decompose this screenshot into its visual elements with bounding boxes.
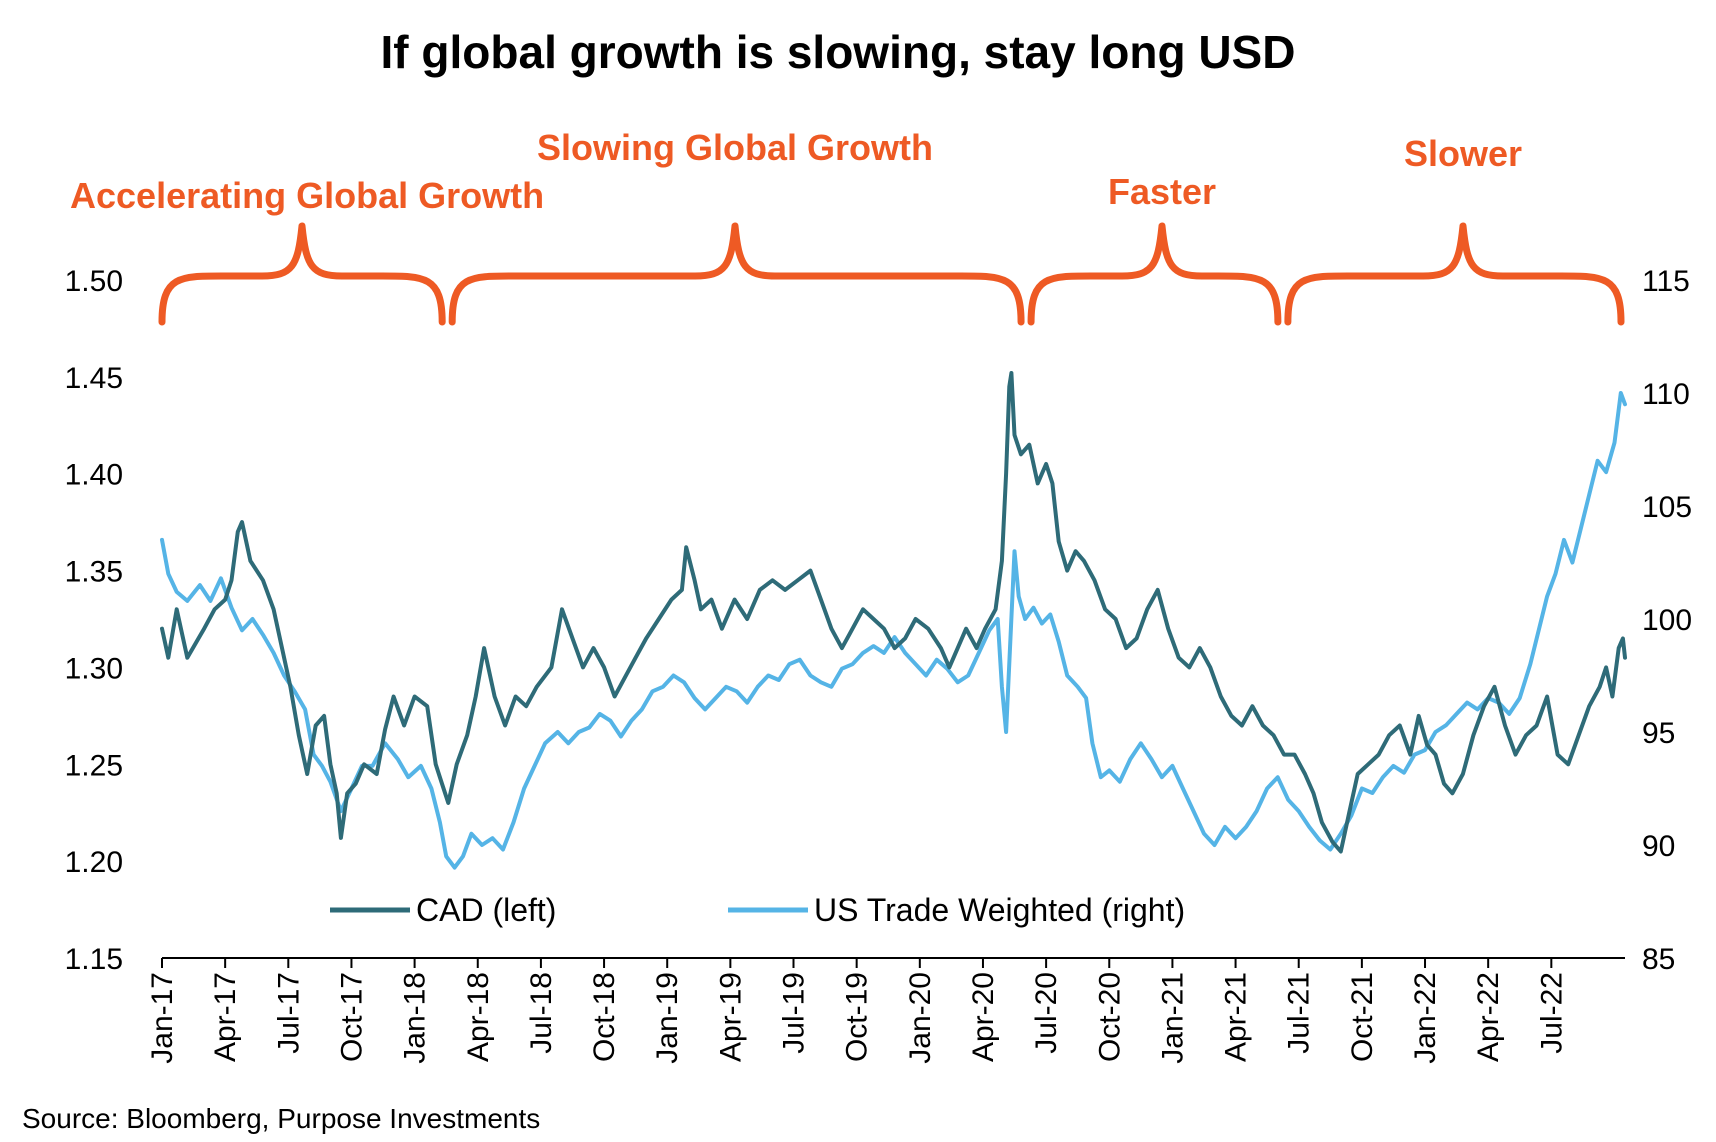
x-tick-label: Apr-17 (209, 972, 242, 1062)
right-tick-label: 90 (1642, 830, 1675, 863)
right-tick-label: 100 (1642, 604, 1692, 637)
x-tick-label: Jan-19 (651, 972, 684, 1064)
x-tick-label: Apr-19 (714, 972, 747, 1062)
x-tick-label: Jan-18 (399, 972, 432, 1064)
chart-title: If global growth is slowing, stay long U… (381, 26, 1296, 78)
phase-label: Slower (1404, 133, 1522, 174)
phase-label: Accelerating Global Growth (70, 175, 544, 216)
x-tick-label: Oct-17 (335, 972, 368, 1062)
right-tick-label: 95 (1642, 717, 1675, 750)
axes: 1.15 1.20 1.25 1.30 1.35 1.40 1.45 1.50 85 90 95 10… (65, 265, 1692, 1064)
phase-brace (448, 222, 1025, 326)
phase-brace (158, 222, 446, 326)
x-tick-label: Jul-18 (525, 972, 558, 1054)
right-tick-label: 105 (1642, 491, 1692, 524)
source-note: Source: Bloomberg, Purpose Investments (22, 1103, 540, 1134)
x-tick-label: Apr-21 (1220, 972, 1253, 1062)
right-tick-label: 85 (1642, 943, 1675, 976)
x-tick-label: Jan-20 (904, 972, 937, 1064)
x-tick-label: Apr-18 (462, 972, 495, 1062)
left-tick-label: 1.20 (65, 846, 123, 879)
legend-label-usd: US Trade Weighted (right) (814, 892, 1185, 928)
x-tick-label: Jul-17 (272, 972, 305, 1054)
phase-label: Faster (1108, 171, 1216, 212)
x-tick-label: Jul-19 (778, 972, 811, 1054)
series-line-usd (160, 391, 1627, 870)
x-tick-label: Oct-20 (1093, 972, 1126, 1062)
plot-area (160, 371, 1627, 870)
phase-annotations: Accelerating Global Growth Slowing Global… (70, 127, 1625, 326)
x-tick-label: Apr-22 (1472, 972, 1505, 1062)
left-tick-label: 1.30 (65, 652, 123, 685)
left-tick-label: 1.15 (65, 943, 123, 976)
x-tick-label: Jan-17 (146, 972, 179, 1064)
right-tick-label: 115 (1642, 265, 1690, 298)
phase-brace (1027, 222, 1282, 326)
left-tick-label: 1.25 (65, 749, 123, 782)
series-line-cad (160, 371, 1627, 854)
right-tick-label: 110 (1642, 378, 1690, 411)
legend-label-cad: CAD (left) (416, 892, 556, 928)
phase-label: Slowing Global Growth (537, 127, 933, 168)
x-tick-label: Jan-22 (1409, 972, 1442, 1064)
x-tick-label: Jul-20 (1030, 972, 1063, 1054)
phase-brace (1284, 222, 1625, 326)
x-tick-label: Jul-21 (1283, 972, 1316, 1054)
legend: CAD (left) US Trade Weighted (right) (330, 892, 1185, 928)
left-tick-label: 1.45 (65, 362, 123, 395)
x-tick-label: Apr-20 (967, 972, 1000, 1062)
x-tick-label: Oct-19 (841, 972, 874, 1062)
x-tick-label: Jul-22 (1535, 972, 1568, 1054)
x-tick-label: Jan-21 (1156, 972, 1189, 1064)
x-tick-label: Oct-21 (1346, 972, 1379, 1062)
x-tick-label: Oct-18 (588, 972, 621, 1062)
left-tick-label: 1.50 (65, 265, 123, 298)
left-tick-label: 1.40 (65, 459, 123, 492)
left-tick-label: 1.35 (65, 556, 123, 589)
